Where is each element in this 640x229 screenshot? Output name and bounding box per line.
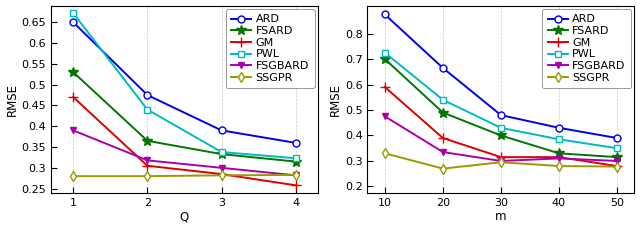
GM: [292, 184, 300, 187]
PWL: [381, 51, 388, 54]
FSARD: [143, 139, 151, 142]
ARD: [497, 114, 505, 117]
FSGBARD: [381, 115, 388, 118]
SSGPR: [218, 174, 225, 177]
Line: SSGPR: SSGPR: [381, 150, 621, 172]
FSGBARD: [218, 166, 225, 169]
PWL: [69, 12, 77, 14]
GM: [143, 164, 151, 167]
PWL: [497, 126, 505, 129]
Line: PWL: PWL: [70, 10, 299, 162]
ARD: [292, 142, 300, 144]
SSGPR: [381, 152, 388, 155]
FSARD: [497, 134, 505, 137]
FSGBARD: [292, 174, 300, 177]
Line: ARD: ARD: [381, 11, 621, 142]
FSARD: [69, 71, 77, 74]
Line: GM: GM: [380, 82, 622, 171]
PWL: [555, 138, 563, 141]
ARD: [69, 21, 77, 24]
X-axis label: Q: Q: [180, 210, 189, 224]
FSARD: [381, 58, 388, 60]
Line: GM: GM: [68, 92, 301, 190]
GM: [613, 165, 621, 167]
Line: FSGBARD: FSGBARD: [70, 127, 299, 179]
Line: ARD: ARD: [70, 19, 299, 146]
SSGPR: [292, 174, 300, 176]
FSGBARD: [143, 159, 151, 162]
FSARD: [613, 156, 621, 158]
FSARD: [439, 111, 447, 114]
ARD: [613, 137, 621, 139]
FSGBARD: [69, 129, 77, 132]
PWL: [143, 108, 151, 111]
SSGPR: [613, 165, 621, 168]
Line: FSGBARD: FSGBARD: [381, 113, 621, 164]
SSGPR: [143, 175, 151, 177]
FSGBARD: [613, 160, 621, 162]
PWL: [613, 147, 621, 150]
SSGPR: [497, 161, 505, 164]
ARD: [439, 67, 447, 69]
Y-axis label: RMSE: RMSE: [6, 83, 19, 116]
Line: FSARD: FSARD: [380, 54, 622, 162]
GM: [497, 156, 505, 158]
GM: [381, 86, 388, 88]
FSGBARD: [555, 157, 563, 160]
FSGBARD: [497, 160, 505, 162]
SSGPR: [69, 175, 77, 177]
FSARD: [218, 153, 225, 155]
ARD: [381, 13, 388, 16]
ARD: [555, 126, 563, 129]
Legend: ARD, FSARD, GM, PWL, FSGBARD, SSGPR: ARD, FSARD, GM, PWL, FSGBARD, SSGPR: [542, 9, 631, 88]
Legend: ARD, FSARD, GM, PWL, FSGBARD, SSGPR: ARD, FSARD, GM, PWL, FSGBARD, SSGPR: [226, 9, 315, 88]
Line: SSGPR: SSGPR: [70, 172, 299, 180]
Y-axis label: RMSE: RMSE: [329, 83, 342, 116]
Line: FSARD: FSARD: [68, 67, 301, 166]
X-axis label: m: m: [495, 210, 507, 224]
FSARD: [292, 160, 300, 163]
ARD: [218, 129, 225, 132]
SSGPR: [439, 167, 447, 170]
ARD: [143, 94, 151, 96]
GM: [439, 137, 447, 139]
PWL: [292, 157, 300, 160]
PWL: [218, 151, 225, 153]
SSGPR: [555, 165, 563, 167]
GM: [218, 173, 225, 175]
Line: PWL: PWL: [381, 49, 621, 152]
PWL: [439, 98, 447, 101]
GM: [555, 156, 563, 158]
FSARD: [555, 152, 563, 155]
FSGBARD: [439, 151, 447, 153]
GM: [69, 96, 77, 98]
